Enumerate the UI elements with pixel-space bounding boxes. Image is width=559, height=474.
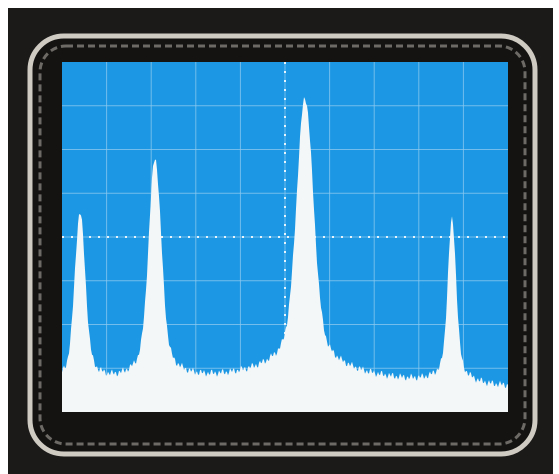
signal-trace (62, 97, 508, 412)
